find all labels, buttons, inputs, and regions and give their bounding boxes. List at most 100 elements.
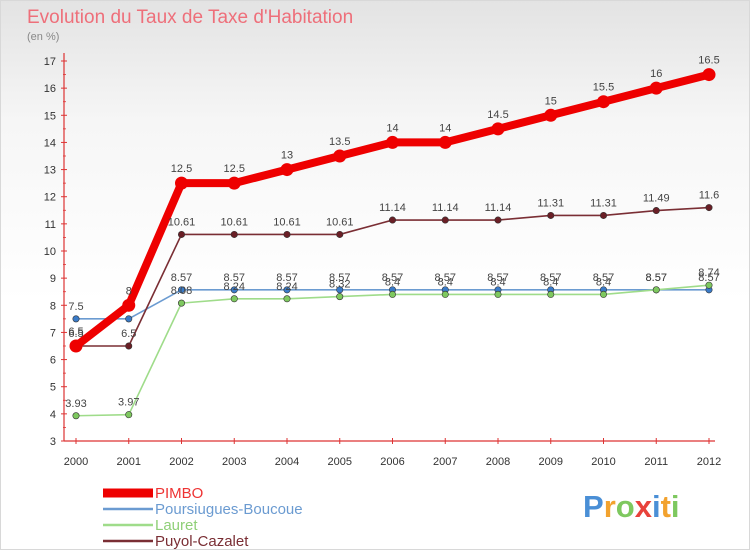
data-label: 8.4 bbox=[490, 276, 505, 288]
data-label: 8.32 bbox=[329, 279, 350, 291]
data-point bbox=[230, 286, 238, 294]
data-point bbox=[388, 216, 396, 224]
data-label: 11.14 bbox=[432, 202, 459, 214]
data-point bbox=[125, 411, 133, 419]
data-point bbox=[491, 122, 505, 136]
x-tick-label: 2006 bbox=[380, 456, 404, 468]
data-label: 16 bbox=[650, 68, 662, 80]
data-point bbox=[283, 286, 291, 294]
data-label: 7.5 bbox=[68, 301, 83, 313]
chart-title: Evolution du Taux de Taxe d'Habitation bbox=[27, 7, 354, 28]
legend-label: Lauret bbox=[155, 517, 198, 534]
data-label: 15.5 bbox=[593, 82, 614, 94]
series-line bbox=[75, 284, 710, 417]
data-point bbox=[336, 230, 344, 238]
data-label: 8.74 bbox=[698, 267, 719, 279]
data-point bbox=[599, 290, 607, 298]
x-tick-label: 2009 bbox=[539, 456, 563, 468]
data-point bbox=[122, 298, 136, 312]
data-label: 13.5 bbox=[329, 136, 350, 148]
data-point bbox=[280, 163, 294, 177]
data-point bbox=[72, 315, 80, 323]
data-label: 14.5 bbox=[487, 109, 508, 121]
data-label: 8.4 bbox=[596, 276, 611, 288]
legend-label: Poursiugues-Boucoue bbox=[155, 501, 303, 518]
data-point bbox=[125, 315, 133, 323]
data-label: 8.57 bbox=[224, 272, 245, 284]
y-tick-label: 11 bbox=[45, 219, 56, 231]
data-label: 8.57 bbox=[435, 272, 456, 284]
data-point bbox=[227, 176, 241, 190]
data-point bbox=[283, 230, 291, 238]
data-label: 8.08 bbox=[171, 285, 192, 297]
logo-letter: x bbox=[634, 489, 652, 524]
data-point bbox=[125, 342, 133, 350]
data-point bbox=[705, 281, 713, 289]
data-point bbox=[702, 68, 716, 82]
data-label: 8.24 bbox=[276, 281, 297, 293]
data-label: 10.61 bbox=[220, 216, 248, 228]
logo-letter: P bbox=[583, 489, 604, 524]
data-point bbox=[441, 290, 449, 298]
data-label: 10.61 bbox=[326, 216, 354, 228]
data-point bbox=[386, 135, 399, 149]
axes: 3 4 5 6 7 8 9 10 11 12 13 14 15 16 17 2000 2001 2002 2003 2… bbox=[44, 53, 721, 468]
x-tick-label: 2002 bbox=[169, 456, 193, 468]
data-label: 3.93 bbox=[65, 398, 86, 410]
x-tick-label: 2012 bbox=[697, 456, 721, 468]
x-tick-label: 2003 bbox=[222, 456, 246, 468]
data-label: 15 bbox=[545, 95, 557, 107]
data-point bbox=[494, 216, 502, 224]
y-tick-label: 3 bbox=[50, 436, 56, 448]
data-label: 14 bbox=[439, 122, 451, 134]
y-tick-label: 9 bbox=[50, 273, 56, 285]
data-label: 3.97 bbox=[118, 397, 139, 409]
data-label: 8.4 bbox=[385, 276, 400, 288]
logo-letter: i bbox=[651, 489, 661, 524]
data-point bbox=[178, 299, 186, 307]
data-label: 10.61 bbox=[273, 216, 301, 228]
data-label: 11.6 bbox=[699, 190, 720, 202]
data-label: 8.4 bbox=[438, 276, 453, 288]
data-label: 8.57 bbox=[276, 272, 297, 284]
y-tick-label: 14 bbox=[44, 137, 56, 149]
data-point bbox=[494, 290, 502, 298]
x-tick-label: 2005 bbox=[328, 456, 352, 468]
y-tick-label: 5 bbox=[50, 382, 56, 394]
data-point bbox=[178, 230, 186, 238]
data-label: 12.5 bbox=[171, 163, 192, 175]
y-tick-label: 8 bbox=[50, 300, 56, 312]
y-tick-label: 17 bbox=[44, 56, 56, 68]
x-tick-label: 2001 bbox=[117, 456, 141, 468]
data-label: 11.14 bbox=[485, 202, 512, 214]
data-label: 6.5 bbox=[121, 328, 136, 340]
data-label: 12.5 bbox=[224, 163, 245, 175]
data-label: 8.57 bbox=[329, 272, 350, 284]
data-point bbox=[72, 412, 80, 420]
data-point bbox=[438, 135, 452, 149]
data-label: 8.57 bbox=[540, 272, 561, 284]
data-label: 8.57 bbox=[171, 272, 192, 284]
y-tick-label: 4 bbox=[50, 409, 56, 421]
series-lines bbox=[69, 68, 716, 420]
legend: PIMBOPoursiugues-BoucoueLauretPuyol-Caza… bbox=[103, 485, 303, 550]
data-labels: 7.58.57 8.57 8.57 8.57 8.57 8.57 8.57 8.57 8.57 8… bbox=[65, 55, 719, 410]
x-tick-label: 2007 bbox=[433, 456, 457, 468]
logo-letter: o bbox=[615, 489, 635, 524]
data-label: 8 bbox=[126, 285, 132, 297]
data-point bbox=[230, 295, 238, 303]
data-label: 8.24 bbox=[224, 281, 245, 293]
x-tick-label: 2011 bbox=[644, 456, 668, 468]
data-point bbox=[333, 149, 347, 163]
data-label: 8.57 bbox=[646, 272, 667, 284]
y-axis-unit: (en %) bbox=[27, 31, 60, 43]
data-point bbox=[705, 204, 713, 212]
data-label: 8.57 bbox=[593, 272, 614, 284]
data-label: 8.57 bbox=[487, 272, 508, 284]
data-label: 6.5 bbox=[68, 326, 83, 338]
data-point bbox=[547, 290, 555, 298]
x-tick-label: 2000 bbox=[64, 456, 88, 468]
logo-letter: i bbox=[670, 489, 680, 524]
